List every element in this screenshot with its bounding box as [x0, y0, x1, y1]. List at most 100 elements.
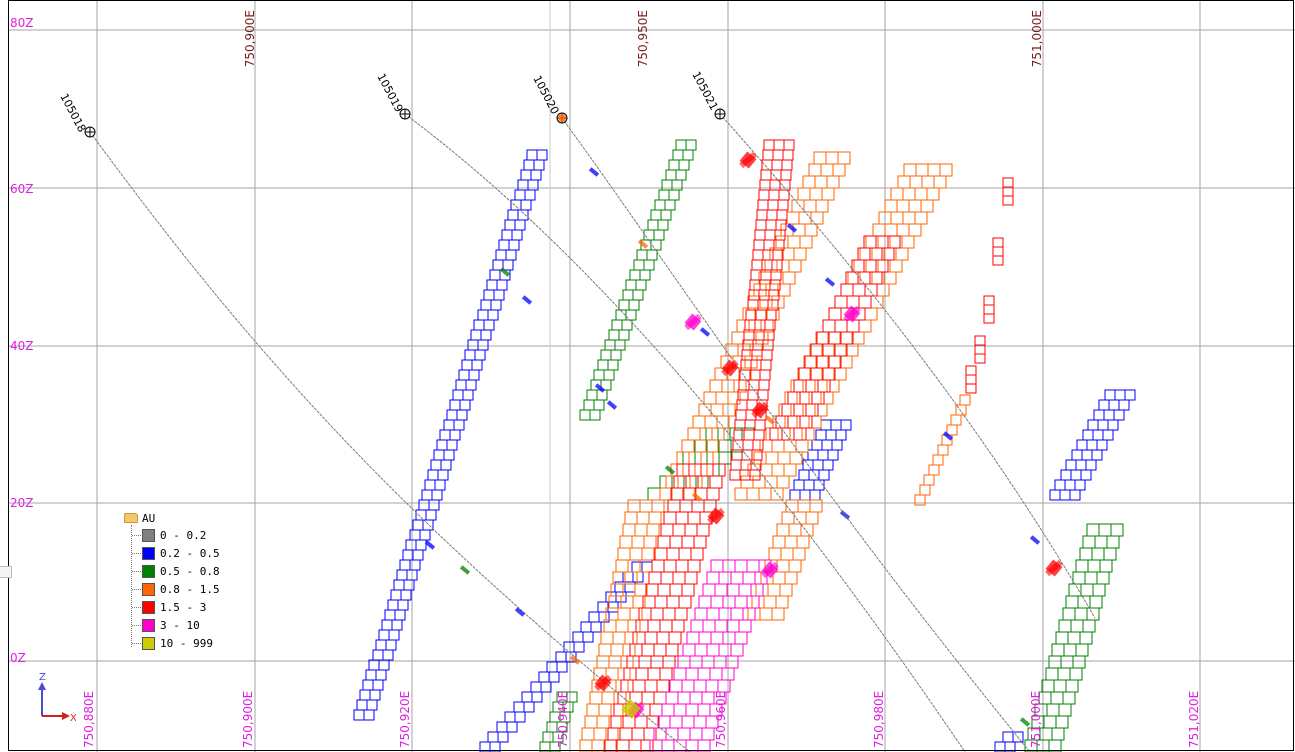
block-cell — [498, 239, 510, 251]
block-cell — [1087, 559, 1101, 573]
block-cell — [789, 451, 803, 465]
legend-item-1[interactable]: 0.2 - 0.5 — [132, 546, 220, 560]
legend-item-2[interactable]: 0.5 - 0.8 — [132, 564, 220, 578]
block-cell — [391, 619, 403, 631]
block-cell — [872, 223, 886, 237]
block-cell — [501, 229, 513, 241]
block-cell — [837, 151, 851, 165]
legend-item-5[interactable]: 3 - 10 — [132, 618, 200, 632]
block-cell — [480, 329, 492, 341]
block-cell — [820, 163, 834, 177]
block-cell — [826, 379, 840, 393]
bottom-easting-label-750920: 750,920E — [398, 691, 412, 748]
block-cell — [396, 569, 408, 581]
block-cell — [670, 487, 684, 501]
block-cell — [653, 691, 667, 705]
block-cell — [434, 479, 446, 491]
block-cell — [496, 279, 508, 291]
block-cell — [588, 611, 600, 623]
block-cell — [780, 169, 792, 181]
block-cell — [864, 283, 878, 297]
legend-root[interactable]: AU — [124, 511, 155, 525]
block-cell — [710, 595, 724, 609]
block-cell — [504, 711, 516, 723]
block-cell — [809, 367, 823, 381]
block-cell — [663, 559, 677, 573]
block-cell — [375, 639, 387, 651]
assay-interval-mark — [514, 607, 526, 617]
block-cell — [1077, 595, 1091, 609]
block-cell — [412, 519, 424, 531]
block-cell — [667, 499, 681, 513]
assay-interval-mark — [1019, 717, 1031, 727]
bottom-easting-label-750980: 750,980E — [872, 691, 886, 748]
block-cell — [1104, 389, 1116, 401]
block-cell — [524, 189, 536, 201]
block-cell — [784, 535, 798, 549]
block-cell — [828, 331, 842, 345]
block-cell — [684, 523, 698, 537]
block-cell — [418, 499, 430, 511]
block-cell — [785, 499, 799, 513]
collar-icon — [714, 108, 726, 120]
block-cell — [689, 691, 703, 705]
block-cell — [718, 451, 732, 465]
block-cell — [690, 547, 704, 561]
block-cell — [651, 499, 665, 513]
block-cell — [791, 199, 805, 213]
side-scroll-tab[interactable] — [0, 566, 12, 578]
block-cell — [405, 539, 417, 551]
block-cell — [896, 199, 910, 213]
block-cell — [1057, 667, 1071, 681]
block-cell — [758, 379, 770, 391]
block-cell — [675, 559, 689, 573]
block-cell — [783, 463, 797, 477]
assay-interval-mark — [839, 510, 851, 520]
block-cell — [596, 715, 610, 729]
block-cell — [643, 535, 657, 549]
legend-item-0[interactable]: 0 - 0.2 — [132, 528, 206, 542]
legend-item-4[interactable]: 1.5 - 3 — [132, 600, 206, 614]
block-cell — [771, 439, 785, 453]
block-cell — [814, 379, 828, 393]
block-cell — [753, 451, 767, 465]
block-cell — [1065, 679, 1079, 693]
block-cell — [738, 619, 752, 633]
block-cell — [1054, 479, 1066, 491]
legend-item-6[interactable]: 10 - 999 — [132, 636, 213, 650]
block-cell — [1107, 419, 1119, 431]
axis-up-label: Z — [39, 672, 46, 683]
block-cell — [779, 583, 793, 597]
block-cell — [668, 631, 682, 645]
block-cell — [596, 655, 610, 669]
block-cell — [660, 209, 672, 221]
block-cell — [757, 389, 769, 401]
block-cell — [353, 709, 365, 721]
block-cell — [831, 439, 843, 451]
block-cell — [675, 139, 687, 151]
block-cell — [647, 619, 661, 633]
block-cell — [810, 211, 824, 225]
block-cell — [646, 523, 660, 537]
block-cell — [689, 655, 703, 669]
block-cell — [1075, 643, 1089, 657]
block-cell — [647, 487, 661, 501]
tree-branch — [132, 588, 141, 590]
block-cell — [644, 631, 658, 645]
block-cell — [795, 439, 809, 453]
block-cell — [802, 175, 816, 189]
block-cell — [582, 631, 594, 643]
legend-item-3[interactable]: 0.8 - 1.5 — [132, 582, 220, 596]
block-cell — [775, 595, 789, 609]
assay-interval-mark — [824, 277, 836, 287]
block-cell — [834, 295, 848, 309]
block-cell — [598, 643, 612, 657]
block-cell — [674, 607, 688, 621]
block-cell — [827, 331, 841, 345]
block-cell — [1079, 631, 1093, 645]
block-cell — [771, 607, 785, 621]
block-cell — [610, 349, 622, 361]
block-cell — [604, 739, 618, 752]
